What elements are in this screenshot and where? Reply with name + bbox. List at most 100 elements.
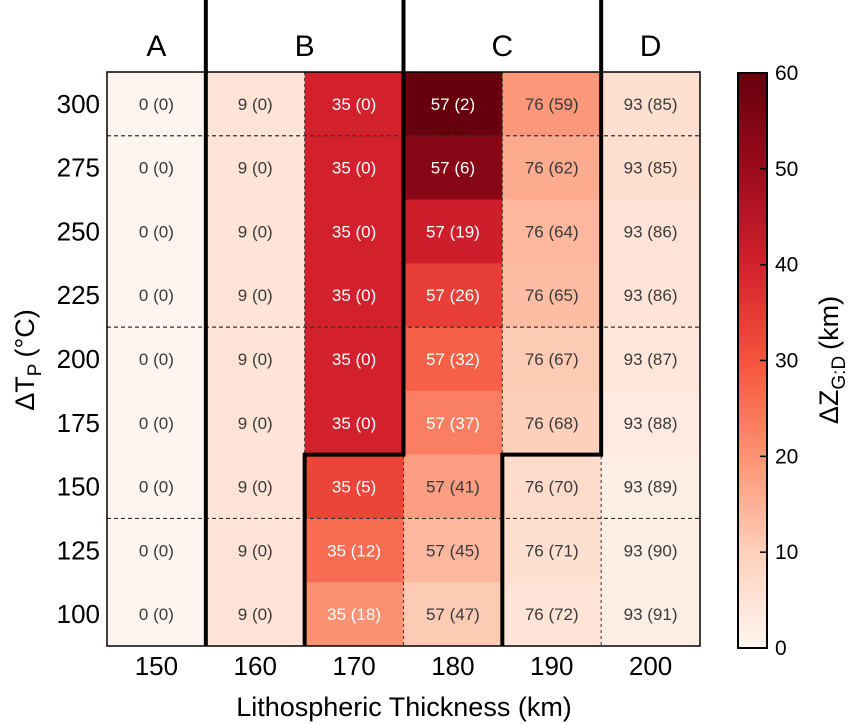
cell-label: 9 (0) <box>238 541 273 560</box>
colorbar-tick-label: 60 <box>775 62 798 85</box>
cell-label: 35 (0) <box>332 95 376 114</box>
x-tick-label: 160 <box>234 651 277 681</box>
cell-label: 93 (86) <box>624 222 678 241</box>
cell-label: 0 (0) <box>139 95 174 114</box>
heatmap-cell <box>601 582 701 647</box>
heatmap-cell <box>403 518 503 583</box>
heatmap-cell <box>502 72 602 137</box>
cell-label: 57 (6) <box>431 159 475 178</box>
cell-label: 9 (0) <box>238 286 273 305</box>
colorbar: 0 10 20 30 40 50 60 ΔZG:D (km) <box>737 62 850 660</box>
heatmap-cell <box>304 263 404 328</box>
region-boundary-line <box>302 0 406 646</box>
heatmap-cell <box>205 582 306 647</box>
cell-label: 0 (0) <box>139 159 174 178</box>
cell-label: 0 (0) <box>139 286 174 305</box>
heatmap-cell <box>502 327 602 392</box>
x-tick-label: 170 <box>332 651 375 681</box>
cell-label: 35 (0) <box>332 222 376 241</box>
cell-label: 76 (70) <box>525 478 579 497</box>
colorbar-tick-label: 50 <box>775 158 798 181</box>
y-tick-label: 300 <box>57 89 100 119</box>
heatmap-cell <box>403 454 503 519</box>
heatmap-cell <box>502 263 602 328</box>
heatmap-cell <box>502 135 602 201</box>
region-label: D <box>640 30 662 63</box>
heatmap-cell <box>107 518 207 583</box>
heatmap-cell <box>502 582 602 647</box>
x-tick-labels: 150 160 170 180 190 200 <box>135 651 673 681</box>
heatmap-cell <box>304 199 404 264</box>
cell-label: 93 (86) <box>624 286 678 305</box>
y-tick-label: 100 <box>57 599 100 629</box>
colorbar-title-sub: G:D <box>829 356 850 390</box>
y-tick-label: 150 <box>57 472 100 502</box>
cell-label: 93 (85) <box>624 159 678 178</box>
heatmap-cell <box>403 263 503 328</box>
y-axis-title-sub: P <box>25 364 46 377</box>
cell-label: 93 (89) <box>624 478 678 497</box>
cell-label: 35 (0) <box>332 350 376 369</box>
heatmap-cell <box>601 390 701 456</box>
heatmap-cell <box>403 72 503 137</box>
cell-label: 57 (19) <box>426 222 480 241</box>
cell-label: 93 (88) <box>624 414 678 433</box>
cell-label: 9 (0) <box>238 222 273 241</box>
cell-label: 76 (62) <box>525 159 579 178</box>
heatmap-cell <box>107 454 207 519</box>
cell-label: 35 (0) <box>332 286 376 305</box>
heatmap-cell <box>205 135 306 201</box>
heatmap-cell <box>304 327 404 392</box>
heatmap-cells: 0 (0) 9 (0) 35 (0) 57 (2) 76 (59) 93 (85) 0 (0… <box>107 72 701 647</box>
heatmap-cell <box>403 582 503 647</box>
region-boundaries <box>203 0 604 646</box>
cell-label: 35 (18) <box>327 605 381 624</box>
cell-label: 9 (0) <box>238 159 273 178</box>
heatmap-cell <box>304 135 404 201</box>
cell-label: 9 (0) <box>238 478 273 497</box>
colorbar-title-main: ΔZ <box>814 390 844 425</box>
cell-label: 57 (41) <box>426 478 480 497</box>
heatmap-cell <box>403 199 503 264</box>
heatmap-cell <box>205 454 306 519</box>
heatmap-cell <box>205 390 306 456</box>
y-tick-label: 125 <box>57 535 100 565</box>
heatmap-cell <box>601 135 701 201</box>
cell-label: 57 (37) <box>426 414 480 433</box>
heatmap-cell <box>601 518 701 583</box>
cell-label: 0 (0) <box>139 350 174 369</box>
colorbar-tick-label: 30 <box>775 350 798 373</box>
x-axis-title: Lithospheric Thickness (km) <box>236 692 572 722</box>
cell-label: 35 (0) <box>332 159 376 178</box>
heatmap-cell <box>502 454 602 519</box>
cell-label: 93 (91) <box>624 605 678 624</box>
heatmap-cell <box>403 135 503 201</box>
heatmap-cell <box>205 72 306 137</box>
heatmap-cell <box>205 327 306 392</box>
cell-label: 0 (0) <box>139 222 174 241</box>
y-tick-label: 175 <box>57 408 100 438</box>
cell-label: 76 (71) <box>525 541 579 560</box>
cell-label: 76 (68) <box>525 414 579 433</box>
heatmap-cell <box>205 199 306 264</box>
region-label: A <box>146 30 166 63</box>
x-tick-label: 190 <box>530 651 573 681</box>
y-tick-label: 225 <box>57 280 100 310</box>
cell-label: 57 (47) <box>426 605 480 624</box>
cell-label: 93 (87) <box>624 350 678 369</box>
x-tick-label: 200 <box>629 651 672 681</box>
heatmap-cell <box>601 72 701 137</box>
colorbar-tick-label: 20 <box>775 445 798 468</box>
colorbar-title: ΔZG:D (km) <box>814 296 850 424</box>
cell-label: 76 (72) <box>525 605 579 624</box>
heatmap-cell <box>304 582 404 647</box>
heatmap-cell <box>107 582 207 647</box>
heatmap-cell <box>205 518 306 583</box>
cell-label: 76 (67) <box>525 350 579 369</box>
colorbar-tick-label: 10 <box>775 541 798 564</box>
y-axis-title: ΔTP (°C) <box>10 309 46 411</box>
cell-label: 0 (0) <box>139 478 174 497</box>
heatmap-cell <box>304 454 404 519</box>
y-tick-label: 250 <box>57 216 100 246</box>
